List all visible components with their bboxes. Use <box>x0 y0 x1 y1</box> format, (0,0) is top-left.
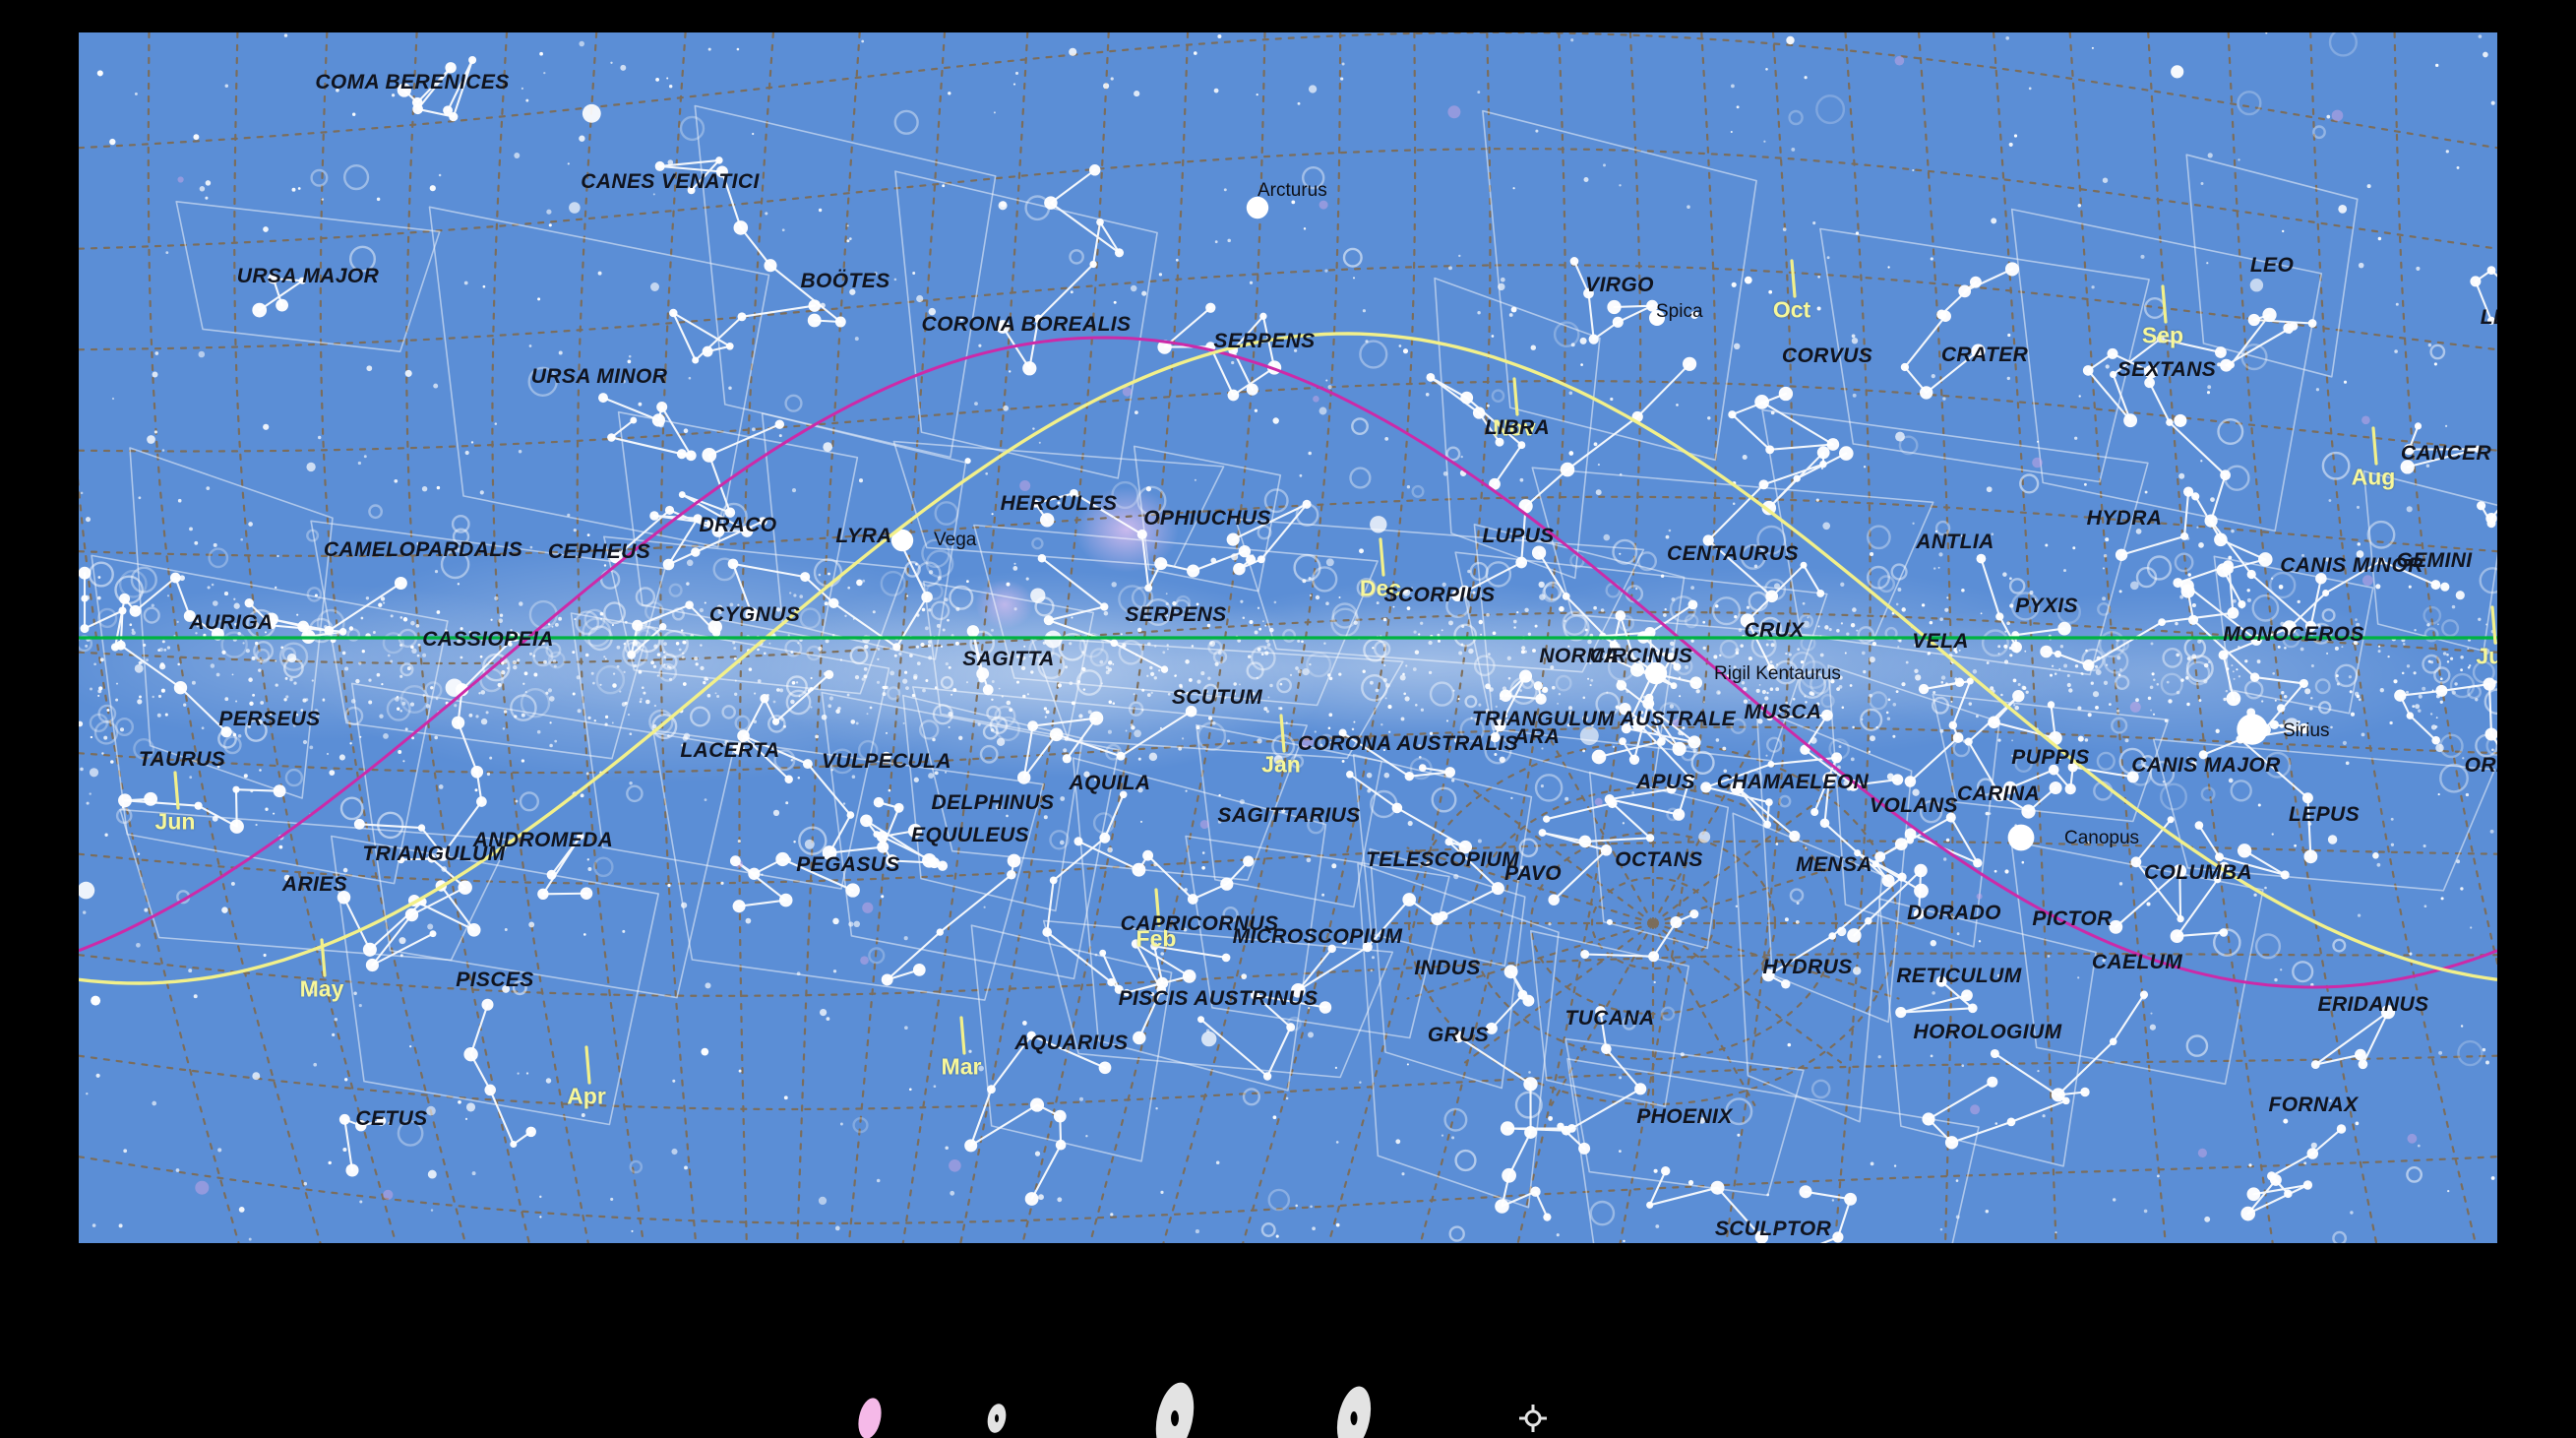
sky-map-canvas[interactable]: JanFebMarAprMayJunJulAugSepOctNovDecCOMA… <box>79 32 2497 1243</box>
map-legend <box>0 1243 2576 1438</box>
magellanic-cloud-symbol <box>858 1398 882 1438</box>
galaxy-symbol <box>1336 1386 1372 1438</box>
planetary-nebula-symbol <box>1519 1405 1547 1432</box>
reference-circles-layer <box>79 259 2497 1085</box>
open-cluster-symbol-core <box>1171 1410 1179 1426</box>
celestial-equator-line <box>79 336 2497 989</box>
stars-layer <box>79 32 2497 1243</box>
globular-cluster-symbol-core <box>995 1414 999 1422</box>
ecliptic-line <box>79 332 2497 985</box>
open-cluster-symbol <box>1155 1382 1195 1438</box>
galaxy-symbol-core <box>1350 1411 1358 1425</box>
deep-sky-objects-layer <box>79 32 2497 1243</box>
